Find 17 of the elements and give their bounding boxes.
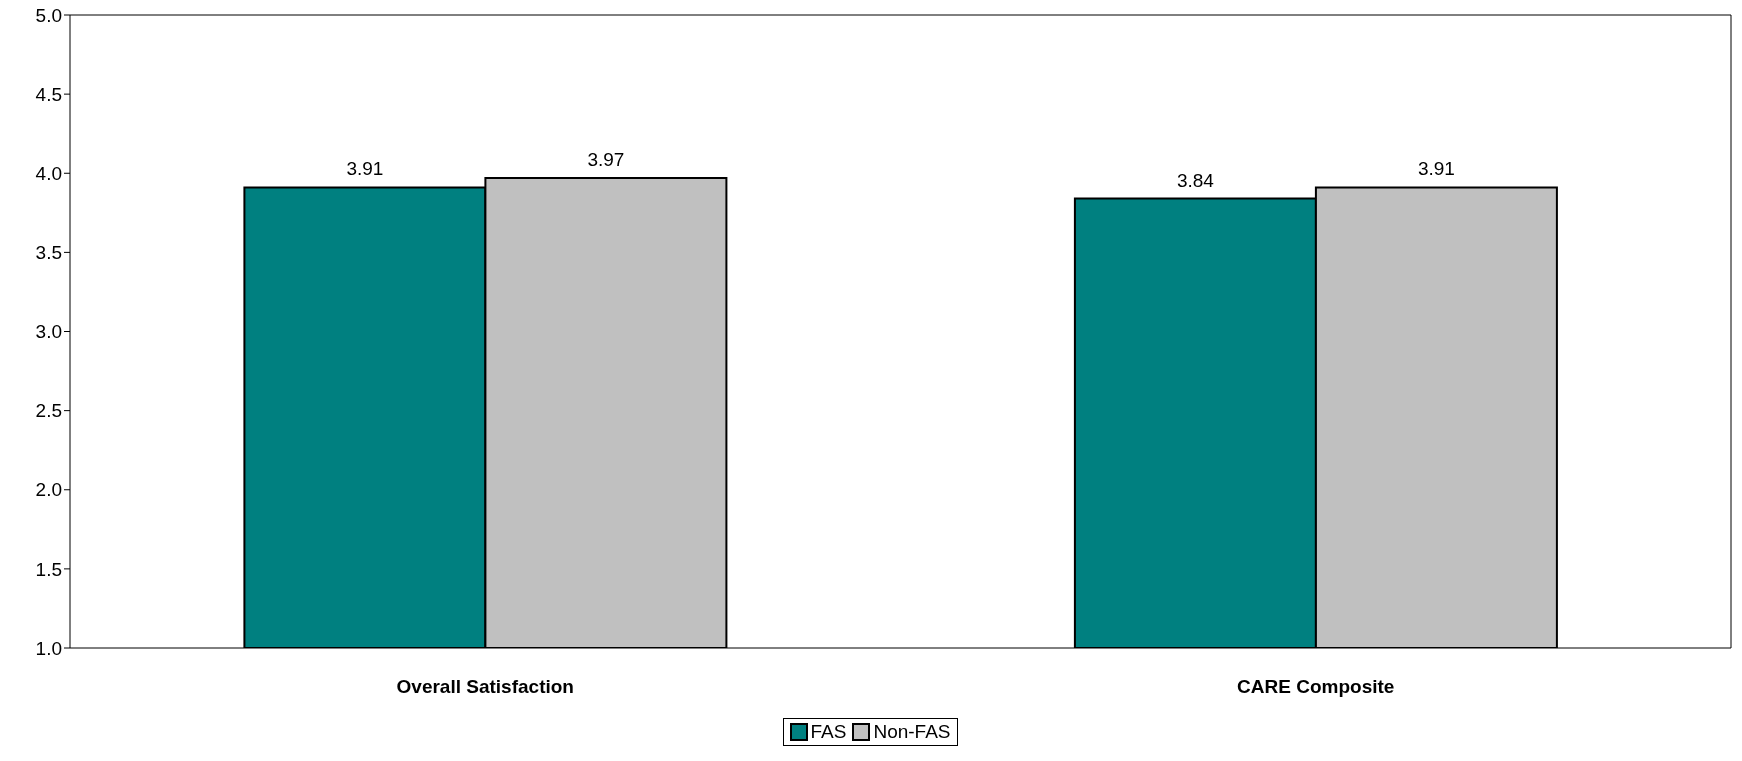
y-tick-label: 2.5: [35, 400, 62, 422]
y-tick-label: 4.0: [35, 162, 62, 184]
x-tick-label: CARE Composite: [1237, 676, 1395, 698]
y-tick-label: 1.0: [35, 637, 62, 659]
data-label: 3.91: [1417, 158, 1455, 180]
x-tick-label: Overall Satisfaction: [396, 676, 574, 698]
y-tick-label: 3.0: [35, 321, 62, 343]
data-label: 3.91: [346, 158, 384, 180]
y-tick-label: 2.0: [35, 479, 62, 501]
y-tick-label: 1.5: [35, 558, 62, 580]
y-tick-label: 4.5: [35, 83, 62, 105]
y-tick-label: 3.5: [35, 242, 62, 264]
legend-label: Non-FAS: [873, 721, 951, 743]
data-label: 3.97: [587, 149, 625, 170]
legend-label: FAS: [810, 721, 847, 743]
y-tick-label: 5.0: [35, 4, 62, 26]
data-label: 3.84: [1176, 169, 1215, 191]
